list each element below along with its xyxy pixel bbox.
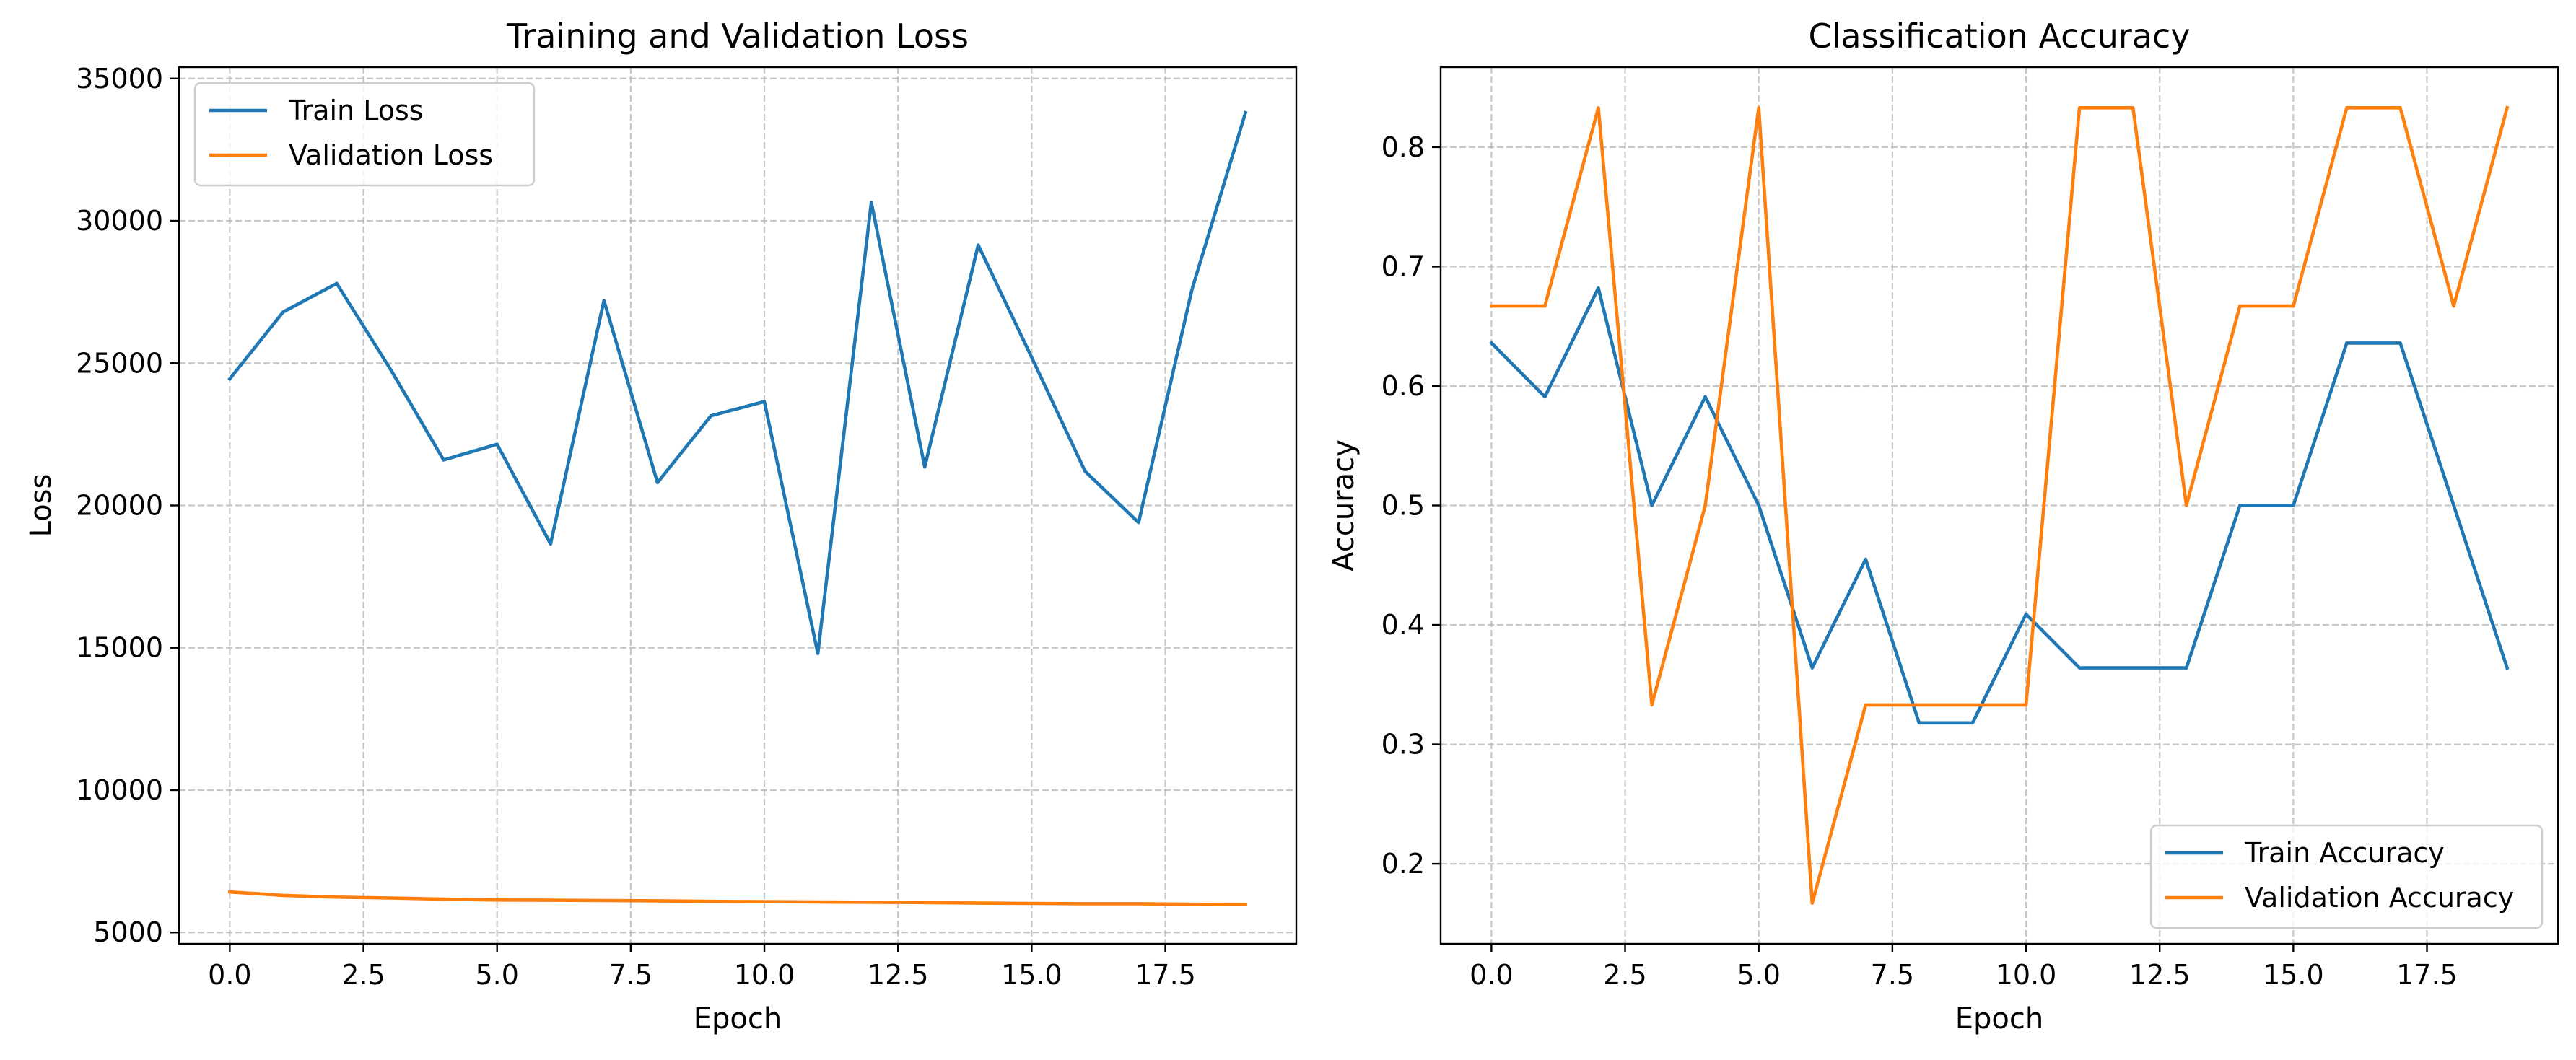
- legend: Train Accuracy Validation Accuracy: [2149, 824, 2544, 929]
- gridlines: [1441, 67, 2558, 944]
- x-tick-label: 15.0: [2263, 959, 2324, 991]
- series-line-train-accuracy: [1489, 286, 2510, 725]
- legend: Train Loss Validation Loss: [193, 82, 536, 187]
- y-axis-label: Loss: [25, 474, 58, 538]
- chart-1: 0.0 2.5 5.0 7.5 10.0 12.5 15.0 17.5 5000 10000 150…: [25, 17, 1298, 1035]
- chart-2: 0.0 2.5 5.0 7.5 10.0 12.5 15.0 17.5 0.2 0.3 0.4 0.5…: [1327, 17, 2559, 1035]
- y-tick-label: 0.3: [1381, 729, 1425, 761]
- legend-box: [2149, 824, 2544, 929]
- x-tick-label: 2.5: [1603, 959, 1646, 991]
- series-line-train-loss: [227, 110, 1248, 655]
- x-tick-label: 17.5: [2396, 959, 2458, 991]
- y-tick-label: 0.7: [1381, 250, 1425, 282]
- x-axis-label: Epoch: [694, 1002, 782, 1035]
- y-tick-label: 5000: [93, 916, 163, 948]
- legend-label: Validation Accuracy: [2245, 882, 2514, 914]
- y-axis-label: Accuracy: [1327, 439, 1361, 571]
- x-tick-label: 7.5: [609, 959, 652, 991]
- x-tick-label: 5.0: [1737, 959, 1780, 991]
- x-tick-label: 17.5: [1135, 959, 1196, 991]
- y-tick-label: 0.6: [1381, 370, 1425, 402]
- x-tick-label: 12.5: [868, 959, 929, 991]
- x-tick-label: 2.5: [341, 959, 385, 991]
- legend-label: Train Loss: [288, 95, 424, 126]
- x-tick-label: 15.0: [1001, 959, 1062, 991]
- legend-label: Train Accuracy: [2244, 837, 2445, 869]
- x-tick-label: 0.0: [1470, 959, 1513, 991]
- x-tick-label: 5.0: [475, 959, 518, 991]
- y-tick-label: 35000: [76, 63, 163, 95]
- x-tick-label: 7.5: [1871, 959, 1914, 991]
- y-tick-label: 10000: [76, 774, 163, 806]
- series-line-validation-loss: [227, 890, 1247, 906]
- x-tick-label: 10.0: [734, 959, 795, 991]
- legend-label: Validation Loss: [289, 139, 493, 171]
- x-axis-label: Epoch: [1955, 1002, 2043, 1035]
- legend-box: [193, 82, 536, 187]
- y-tick-label: 25000: [76, 347, 163, 379]
- x-tick-label: 0.0: [208, 959, 251, 991]
- chart-title: Classification Accuracy: [1809, 17, 2191, 56]
- gridlines: [179, 67, 1296, 944]
- y-tick-label: 15000: [76, 632, 163, 664]
- y-tick-label: 30000: [76, 205, 163, 237]
- series-line-validation-accuracy: [1490, 105, 2510, 905]
- y-tick-label: 0.8: [1381, 131, 1425, 163]
- y-tick-label: 0.4: [1381, 609, 1425, 641]
- y-tick-label: 20000: [76, 490, 163, 522]
- x-tick-label: 12.5: [2129, 959, 2191, 991]
- x-tick-label: 10.0: [1996, 959, 2057, 991]
- y-tick-label: 0.5: [1381, 490, 1425, 522]
- chart-title: Training and Validation Loss: [506, 17, 969, 56]
- y-tick-label: 0.2: [1381, 848, 1425, 880]
